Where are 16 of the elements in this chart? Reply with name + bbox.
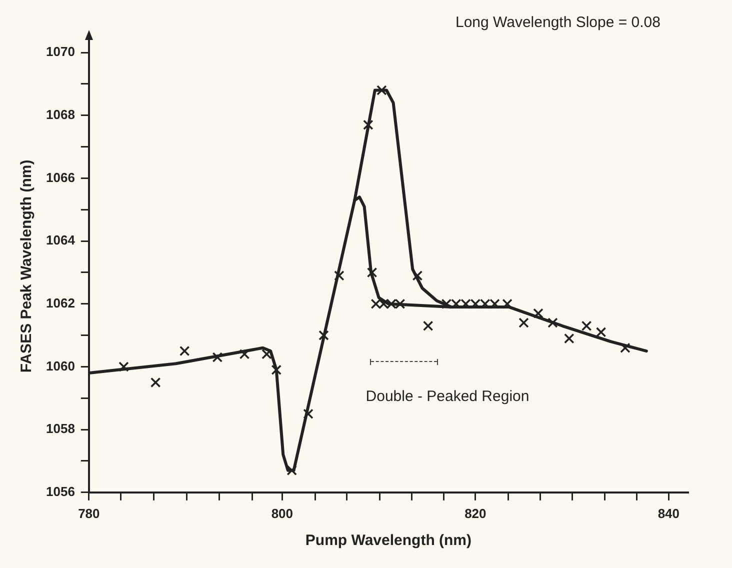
y-tick-label: 1062 — [46, 295, 75, 310]
x-tick-label: 780 — [78, 506, 100, 521]
y-tick-label: 1058 — [46, 421, 75, 436]
y-tick-label: 1066 — [46, 170, 75, 185]
x-axis-title: Pump Wavelength (nm) — [305, 532, 472, 550]
annotation: Double - Peaked Region — [364, 388, 530, 406]
y-tick-label: 1070 — [46, 44, 75, 60]
text: Long Wavelength Slope = 0.08 — [454, 14, 662, 31]
y-axis-title: FASES Peak Wavelength (nm) — [18, 160, 36, 373]
x-tick-label: 800 — [271, 506, 294, 521]
y-tick-label: 1068 — [46, 106, 75, 122]
y-tick-label: 1060 — [46, 358, 75, 374]
x-tick-label: 820 — [464, 506, 486, 521]
y-tick-label: 1064 — [46, 232, 76, 248]
y-tick-label: 1056 — [46, 484, 75, 499]
x-tick-label: 840 — [658, 506, 680, 521]
